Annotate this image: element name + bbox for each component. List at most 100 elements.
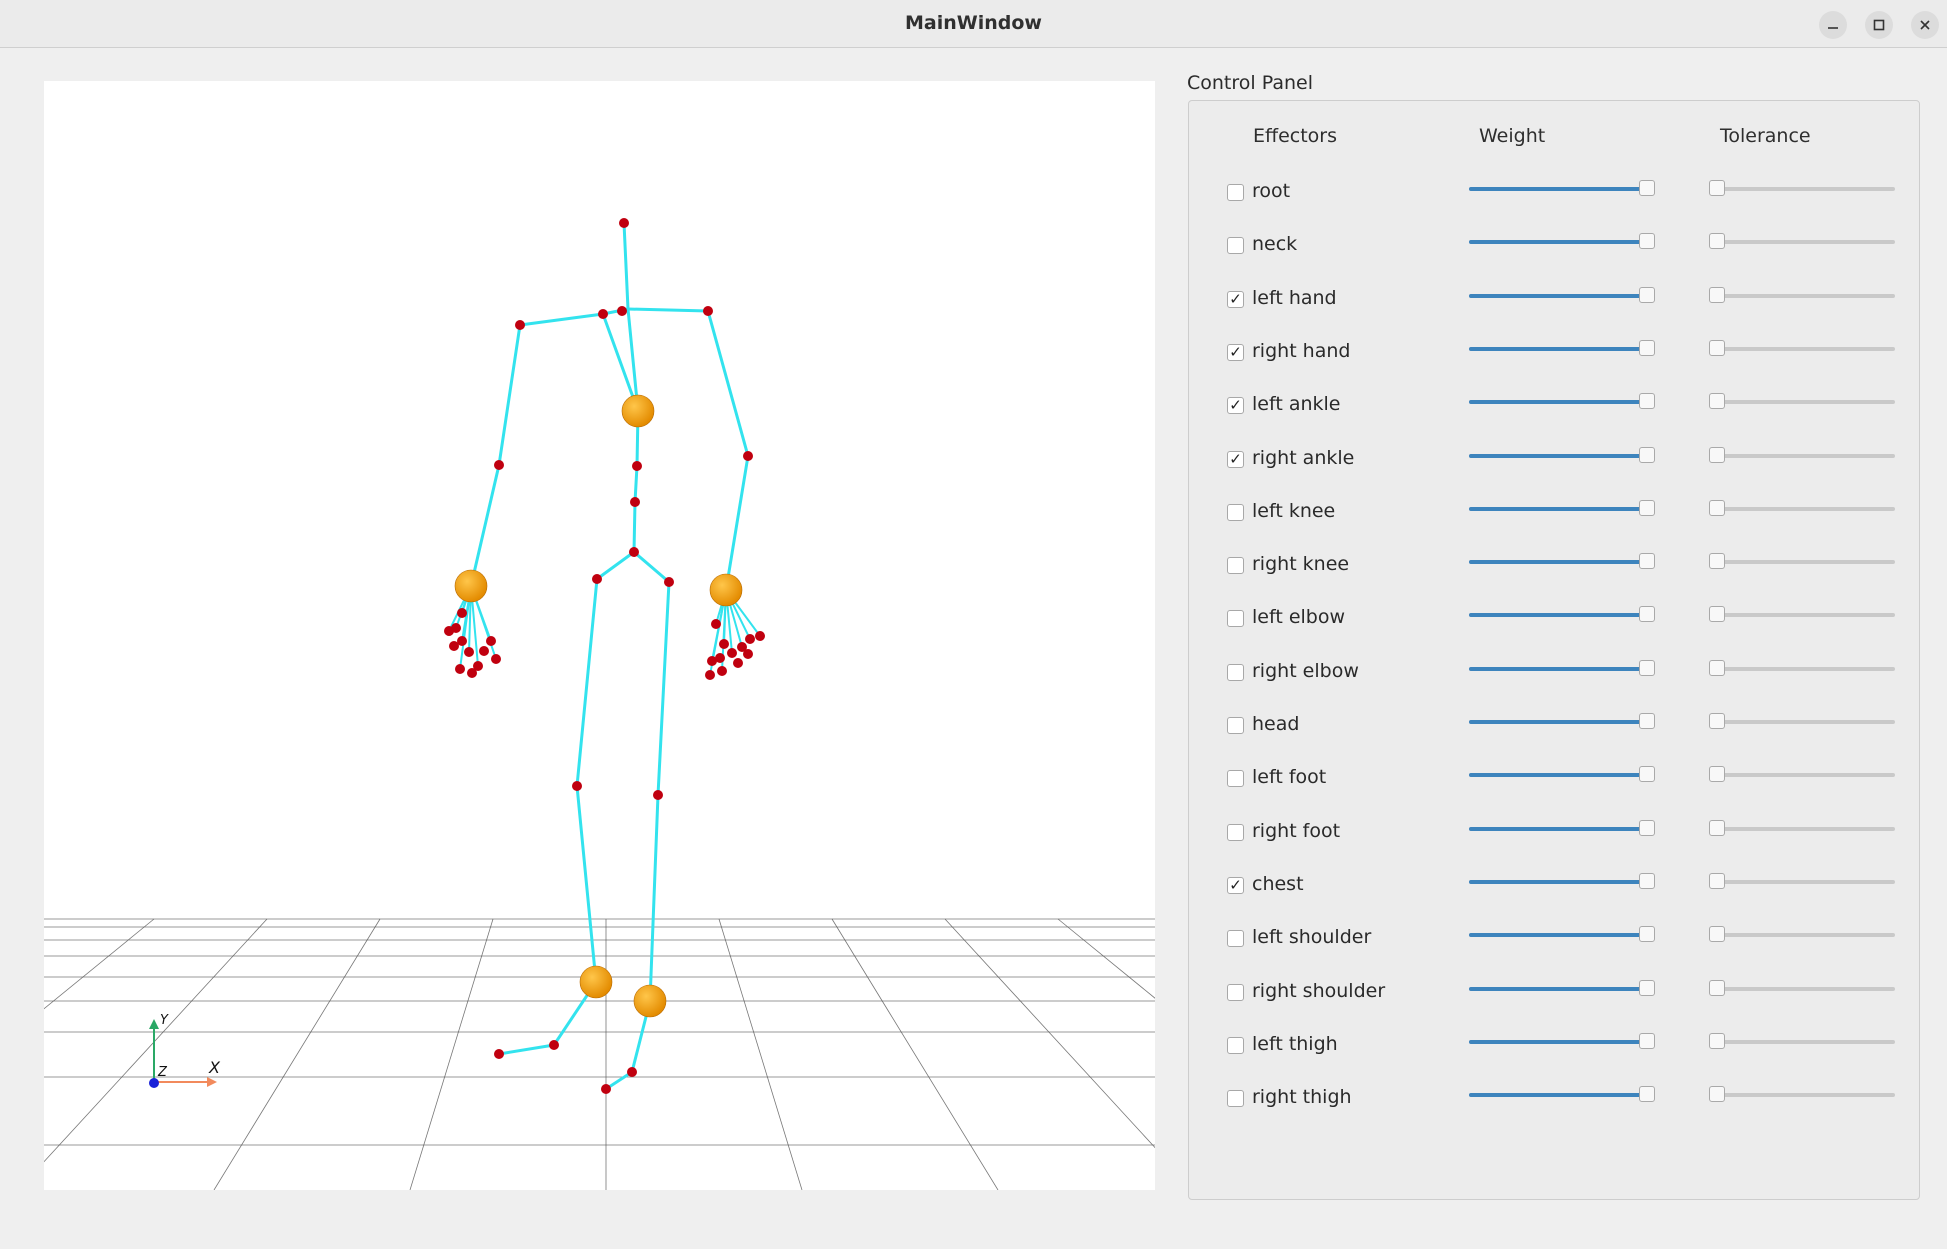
weight-slider[interactable] (1469, 392, 1655, 412)
effector-checkbox[interactable] (1227, 184, 1244, 201)
effector-checkbox[interactable] (1227, 663, 1244, 681)
tolerance-slider[interactable] (1709, 286, 1895, 306)
effector-checkbox[interactable] (1227, 770, 1244, 788)
slider-handle[interactable] (1709, 606, 1725, 623)
slider-handle[interactable] (1709, 339, 1725, 356)
weight-slider[interactable] (1469, 925, 1655, 945)
slider-handle[interactable] (1709, 819, 1725, 836)
slider-handle[interactable] (1639, 286, 1655, 303)
slider-handle[interactable] (1639, 1032, 1655, 1049)
right-ankle-effector-sphere[interactable] (633, 984, 667, 1018)
slider-handle[interactable] (1639, 180, 1655, 196)
tolerance-slider[interactable] (1709, 1032, 1895, 1052)
slider-handle[interactable] (1639, 766, 1655, 783)
right-hand-effector-sphere[interactable] (709, 573, 743, 607)
tolerance-slider[interactable] (1709, 392, 1895, 412)
effector-checkbox[interactable] (1227, 983, 1244, 1001)
skeleton-scene[interactable]: Y X Z (44, 81, 1155, 1190)
weight-slider[interactable] (1469, 552, 1655, 572)
maximize-button[interactable] (1865, 11, 1893, 39)
slider-handle[interactable] (1709, 286, 1725, 303)
slider-handle[interactable] (1639, 1086, 1655, 1103)
tolerance-slider[interactable] (1709, 712, 1895, 732)
weight-slider[interactable] (1469, 765, 1655, 785)
slider-handle[interactable] (1639, 659, 1655, 676)
tolerance-slider[interactable] (1709, 552, 1895, 572)
tolerance-slider[interactable] (1709, 659, 1895, 679)
slider-handle[interactable] (1709, 872, 1725, 889)
weight-slider[interactable] (1469, 979, 1655, 999)
effector-checkbox[interactable] (1227, 557, 1244, 575)
weight-slider[interactable] (1469, 499, 1655, 519)
effector-checkbox[interactable]: ✓ (1227, 290, 1244, 308)
slider-handle[interactable] (1709, 979, 1725, 996)
weight-slider[interactable] (1469, 605, 1655, 625)
weight-slider[interactable] (1469, 446, 1655, 466)
weight-slider[interactable] (1469, 819, 1655, 839)
slider-handle[interactable] (1709, 1086, 1725, 1103)
slider-handle[interactable] (1709, 446, 1725, 463)
effector-checkbox[interactable] (1227, 823, 1244, 841)
effector-checkbox[interactable] (1227, 717, 1244, 734)
slider-handle[interactable] (1709, 233, 1725, 250)
slider-handle[interactable] (1709, 766, 1725, 783)
tolerance-slider[interactable] (1709, 446, 1895, 466)
close-button[interactable] (1911, 11, 1939, 39)
slider-handle[interactable] (1709, 393, 1725, 410)
slider-handle[interactable] (1639, 713, 1655, 729)
tolerance-slider[interactable] (1709, 499, 1895, 519)
effector-checkbox[interactable]: ✓ (1227, 450, 1244, 468)
weight-slider[interactable] (1469, 1032, 1655, 1052)
tolerance-slider[interactable] (1709, 819, 1895, 839)
slider-handle[interactable] (1709, 659, 1725, 676)
tolerance-slider[interactable] (1709, 979, 1895, 999)
weight-slider[interactable] (1469, 179, 1655, 199)
effector-checkbox[interactable]: ✓ (1227, 397, 1244, 415)
tolerance-slider[interactable] (1709, 765, 1895, 785)
slider-handle[interactable] (1639, 553, 1655, 570)
weight-slider[interactable] (1469, 872, 1655, 892)
slider-handle[interactable] (1639, 819, 1655, 836)
slider-handle[interactable] (1639, 979, 1655, 996)
weight-slider[interactable] (1469, 339, 1655, 359)
slider-handle[interactable] (1639, 606, 1655, 623)
weight-slider[interactable] (1469, 232, 1655, 252)
chest-effector-sphere[interactable] (621, 394, 655, 428)
tolerance-slider[interactable] (1709, 339, 1895, 359)
slider-handle[interactable] (1639, 393, 1655, 410)
tolerance-slider[interactable] (1709, 179, 1895, 199)
weight-slider[interactable] (1469, 1085, 1655, 1105)
slider-handle[interactable] (1709, 180, 1725, 196)
slider-handle[interactable] (1709, 553, 1725, 570)
tolerance-slider[interactable] (1709, 872, 1895, 892)
slider-handle[interactable] (1639, 926, 1655, 943)
slider-handle[interactable] (1639, 446, 1655, 463)
weight-slider[interactable] (1469, 712, 1655, 732)
slider-handle[interactable] (1709, 926, 1725, 943)
effector-checkbox[interactable] (1227, 610, 1244, 628)
tolerance-slider[interactable] (1709, 232, 1895, 252)
slider-handle[interactable] (1709, 713, 1725, 729)
minimize-button[interactable] (1819, 11, 1847, 39)
effector-checkbox[interactable] (1227, 1036, 1244, 1054)
tolerance-slider[interactable] (1709, 1085, 1895, 1105)
left-ankle-effector-sphere[interactable] (579, 965, 613, 999)
effector-checkbox[interactable] (1227, 930, 1244, 948)
3d-viewport[interactable]: Y X Z (44, 81, 1155, 1190)
left-hand-effector-sphere[interactable] (454, 569, 488, 603)
effector-checkbox[interactable]: ✓ (1227, 876, 1244, 894)
tolerance-slider[interactable] (1709, 605, 1895, 625)
slider-handle[interactable] (1709, 499, 1725, 516)
slider-handle[interactable] (1639, 233, 1655, 250)
slider-handle[interactable] (1639, 872, 1655, 889)
effector-checkbox[interactable]: ✓ (1227, 343, 1244, 361)
weight-slider[interactable] (1469, 286, 1655, 306)
effector-checkbox[interactable] (1227, 237, 1244, 255)
effector-spheres[interactable] (454, 394, 743, 1018)
slider-handle[interactable] (1639, 499, 1655, 516)
slider-handle[interactable] (1709, 1032, 1725, 1049)
effector-checkbox[interactable] (1227, 503, 1244, 521)
weight-slider[interactable] (1469, 659, 1655, 679)
slider-handle[interactable] (1639, 339, 1655, 356)
tolerance-slider[interactable] (1709, 925, 1895, 945)
